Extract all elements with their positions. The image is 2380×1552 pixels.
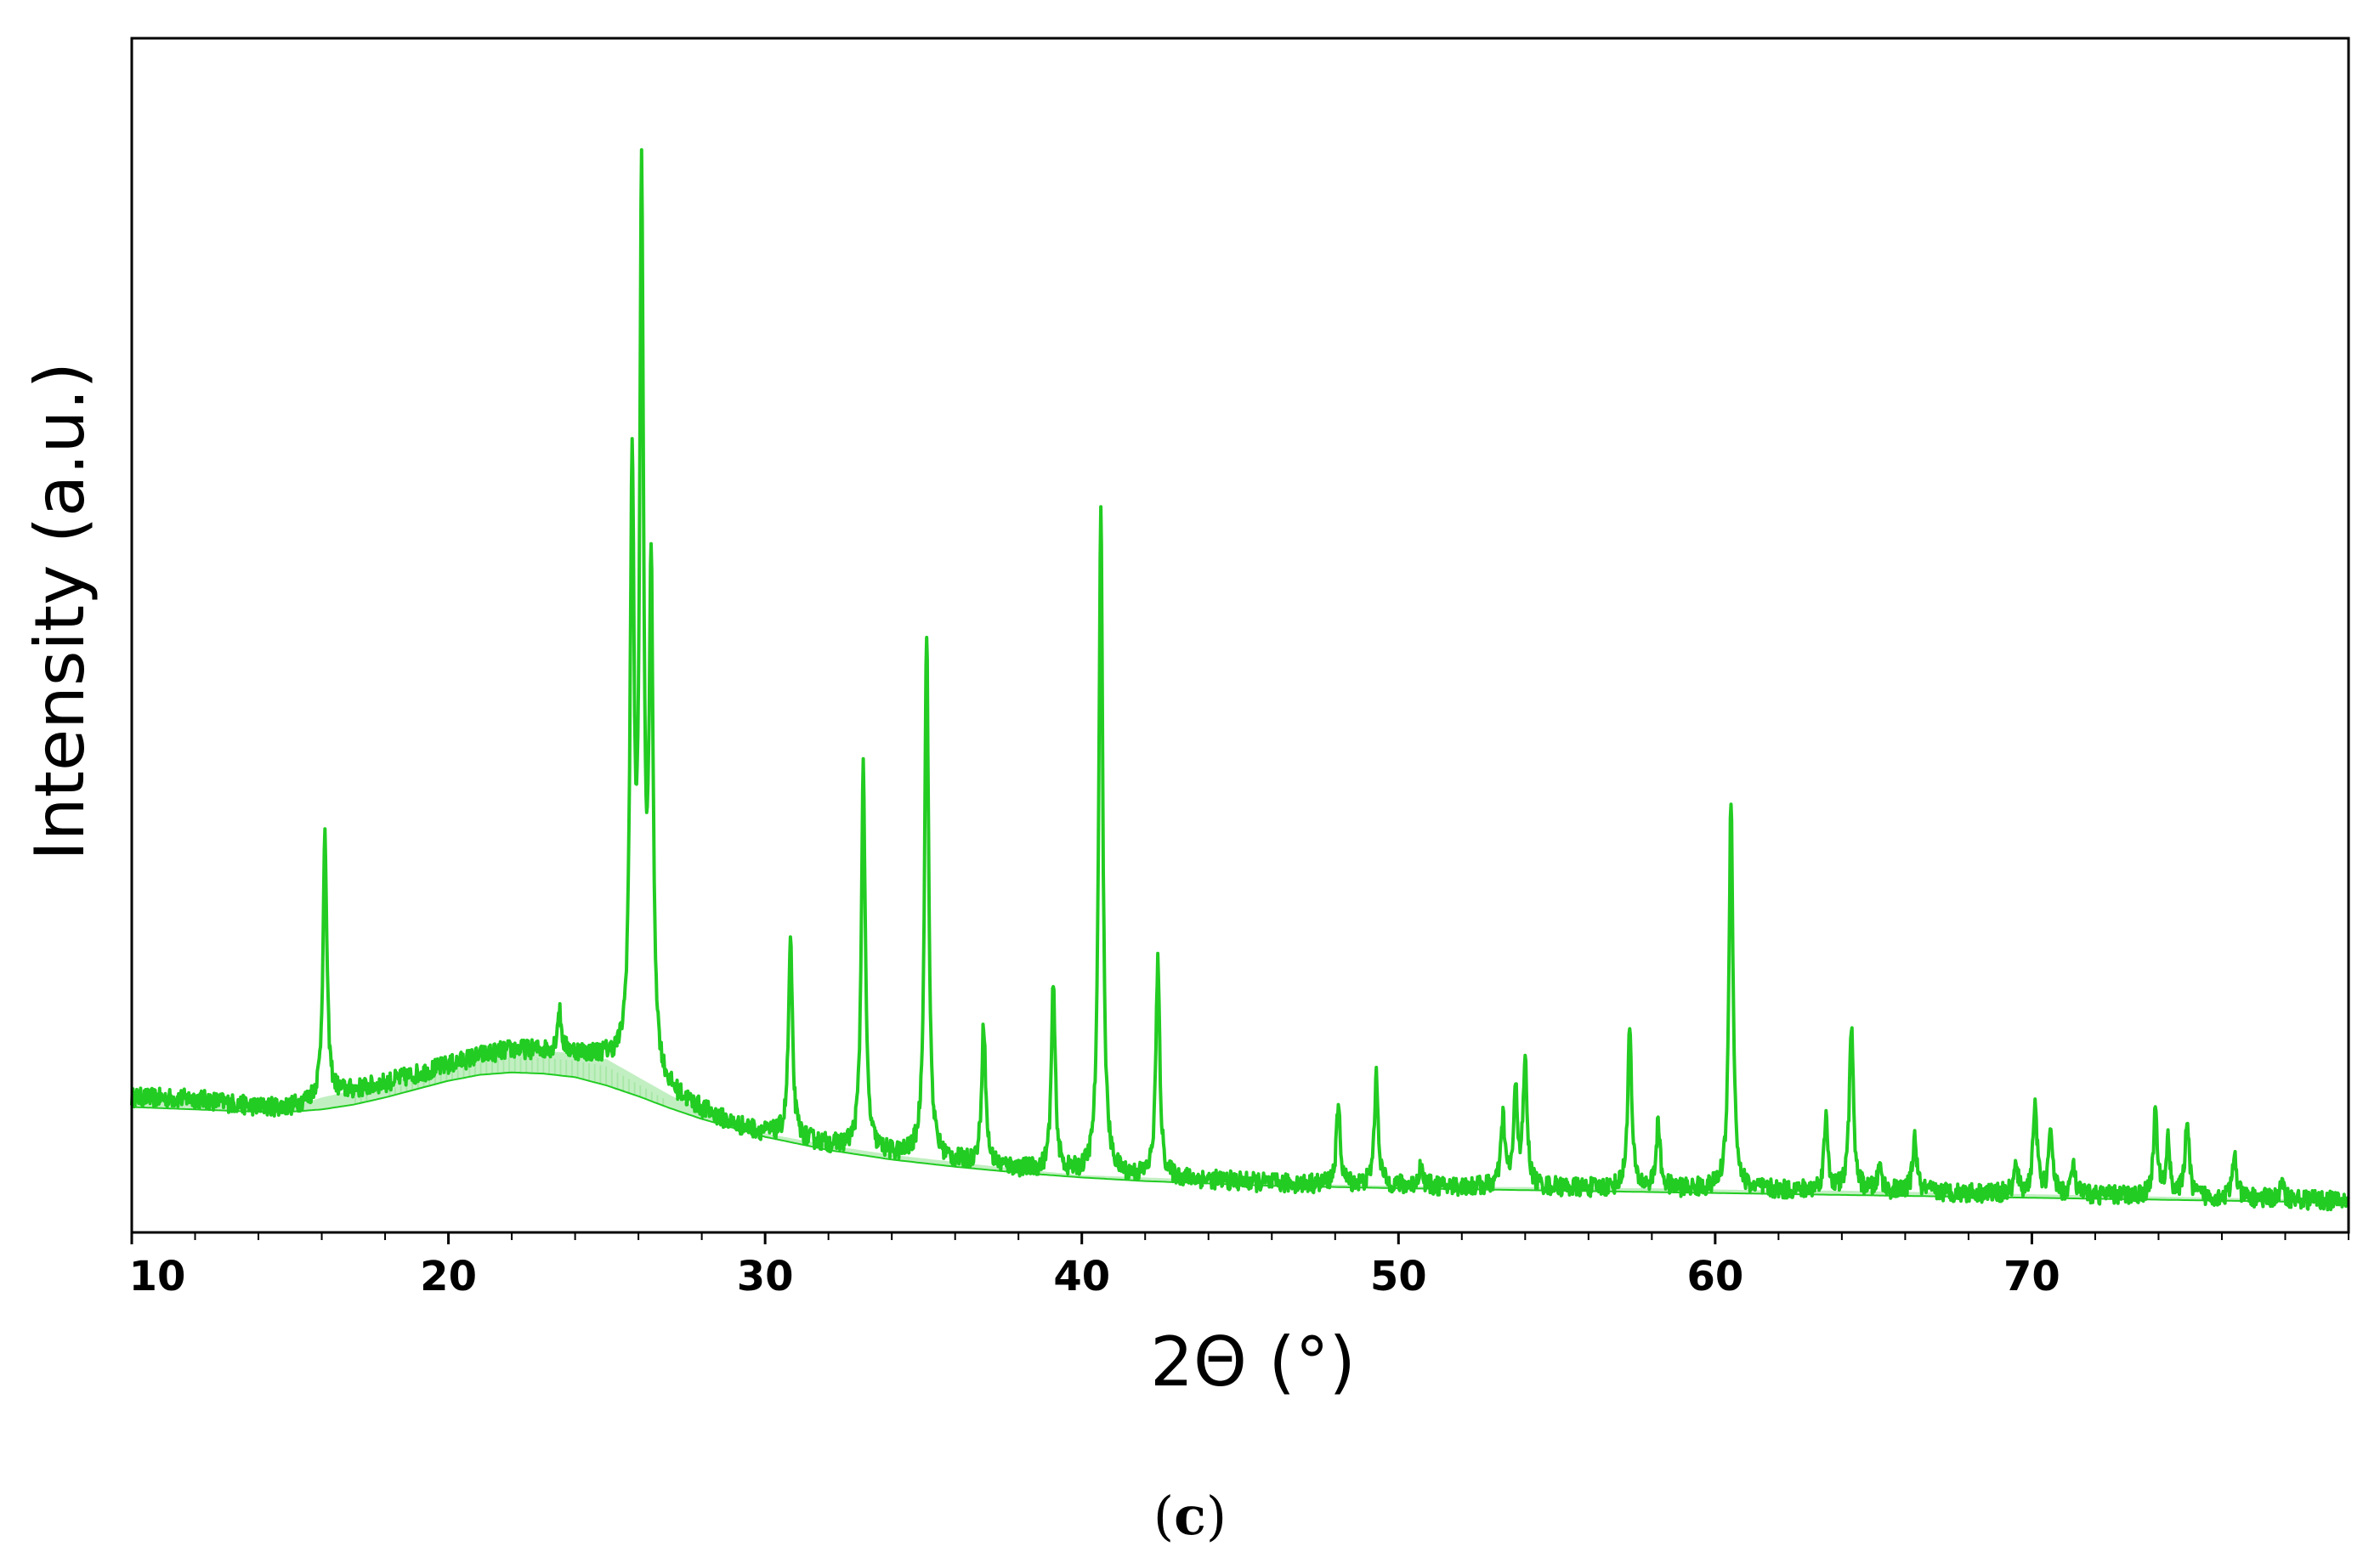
x-tick-label: 70: [2003, 1253, 2060, 1300]
x-tick-label: 20: [420, 1253, 477, 1300]
x-axis-tick-labels: 10 20 30 40 50 60 70: [129, 1253, 2060, 1300]
panel-label-open: (: [1153, 1485, 1174, 1547]
diffraction-pattern-layer: [130, 148, 2350, 1212]
x-tick-label: 60: [1686, 1253, 1743, 1300]
x-axis-ticks: [130, 1232, 2349, 1244]
panel-label: (c): [1153, 1485, 1227, 1547]
x-tick-label: 10: [129, 1253, 186, 1300]
x-tick-label: 30: [737, 1253, 794, 1300]
panel-label-letter: c: [1174, 1485, 1206, 1547]
panel-label-close: ): [1206, 1485, 1227, 1547]
y-axis-title: Intensity (a.u.): [20, 362, 99, 861]
x-tick-label: 40: [1053, 1253, 1110, 1300]
plot-area: [130, 38, 2350, 1232]
x-tick-label: 50: [1370, 1253, 1427, 1300]
plot-background: [132, 38, 2349, 1232]
x-axis-title: 2Θ (°): [1150, 1323, 1356, 1402]
plot-frame: [130, 37, 2350, 1234]
diffraction-pattern-line: [130, 148, 2350, 1212]
